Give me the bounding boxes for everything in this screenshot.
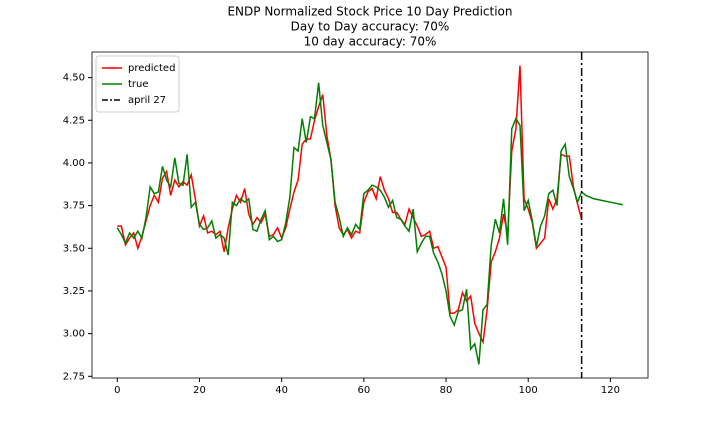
legend-label: true [128,79,149,90]
y-tick-label: 4.00 [63,158,85,169]
x-tick-label: 40 [275,385,288,396]
x-tick-label: 80 [440,385,453,396]
line-series [117,65,583,345]
legend-label: predicted [128,63,175,74]
legend-label: april 27 [128,95,166,106]
x-tick-label: 100 [519,385,538,396]
chart-subtitle: 10 day accuracy: 70% [304,35,437,49]
y-tick-label: 4.25 [63,115,85,126]
chart-subtitle: Day to Day accuracy: 70% [291,20,450,34]
y-tick-label: 3.00 [63,329,85,340]
y-tick-label: 2.75 [63,371,85,382]
y-tick-label: 4.50 [63,73,85,84]
y-tick-label: 3.75 [63,201,85,212]
legend-box [95,55,180,113]
x-tick-label: 120 [601,385,620,396]
chart-title: ENDP Normalized Stock Price 10 Day Predi… [227,5,512,19]
x-tick-label: 0 [114,385,120,396]
y-tick-label: 3.50 [63,243,85,254]
plot-frame [91,51,649,379]
x-tick-label: 60 [357,385,370,396]
y-tick-label: 3.25 [63,286,85,297]
x-tick-label: 20 [193,385,206,396]
line-series [116,82,623,365]
